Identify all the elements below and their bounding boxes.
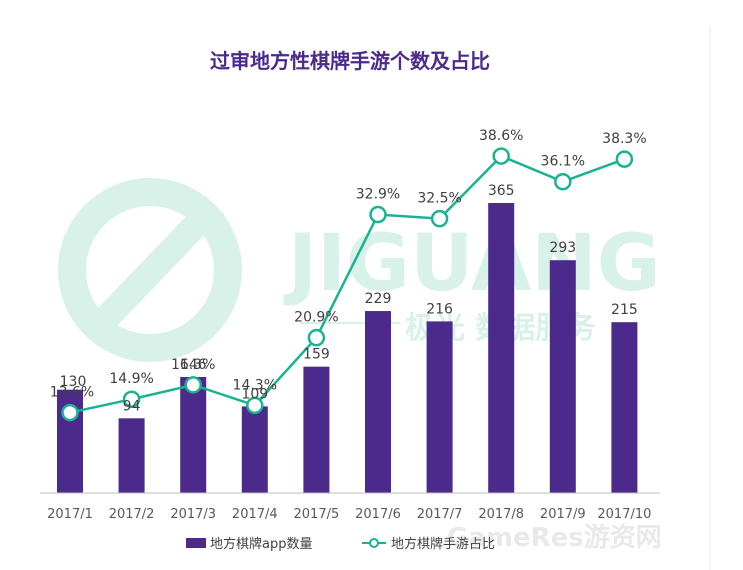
watermark-logo	[58, 178, 242, 362]
bar-value-label: 215	[611, 302, 638, 318]
x-tick-label: 2017/9	[540, 507, 586, 522]
bar-value-label: 130	[60, 374, 87, 390]
x-tick-label: 2017/7	[417, 507, 463, 522]
pct-value-label: 36.1%	[541, 154, 585, 170]
bar-value-label: 229	[365, 291, 392, 307]
x-tick-label: 2017/8	[478, 507, 524, 522]
legend-line-marker	[369, 538, 379, 548]
bar	[426, 321, 453, 493]
bars	[57, 203, 638, 493]
ratio-line	[61, 147, 634, 422]
ratio-point	[430, 209, 449, 228]
ratio-point	[369, 205, 387, 224]
ratio-point	[246, 396, 264, 415]
bar-value-label: 365	[488, 183, 515, 199]
pct-value-label: 16.3%	[171, 357, 215, 373]
bar-value-label: 94	[123, 398, 141, 414]
corner-watermark-text: GameRes游资网	[447, 523, 662, 553]
legend-bar-label: 地方棋牌app数量	[210, 536, 312, 552]
pct-value-label: 14.9%	[109, 371, 153, 387]
bar-value-label: 216	[426, 301, 453, 317]
bar	[611, 322, 638, 493]
pct-value-label: 38.6%	[479, 128, 523, 144]
x-tick-label: 2017/5	[294, 507, 340, 522]
bar	[488, 203, 515, 493]
ratio-point	[184, 376, 202, 394]
x-tick-label: 2017/4	[232, 507, 278, 522]
bar-value-label: 159	[303, 347, 330, 363]
ratio-line-path	[69, 154, 625, 414]
bar	[549, 260, 576, 493]
x-tick-label: 2017/10	[597, 507, 651, 522]
bar	[118, 418, 145, 493]
x-tick-label: 2017/2	[109, 507, 155, 522]
pct-value-label: 20.9%	[294, 310, 338, 326]
watermark-logo-ring	[58, 178, 242, 362]
pct-value-label: 14.3%	[233, 377, 277, 393]
pct-value-label: 38.3%	[602, 131, 646, 147]
ratio-point	[492, 147, 510, 165]
legend-bar-swatch	[186, 538, 206, 548]
bar	[180, 377, 207, 493]
watermark-logo-slash	[85, 195, 225, 340]
pct-value-label: 32.5%	[417, 191, 461, 207]
x-tick-label: 2017/1	[47, 507, 93, 522]
watermark-logo-text: JIGUANG	[283, 219, 661, 309]
x-ticks: 2017/1 2017/2 2017/3 2017/4 2017/5 2017/6 2017…	[47, 507, 651, 522]
legend-line-label: 地方棋牌手游占比	[391, 536, 495, 552]
pct-value-label: 13.6%	[50, 385, 94, 401]
x-tick-label: 2017/3	[170, 507, 216, 522]
ratio-point	[615, 150, 634, 168]
chart-title: 过审地方性棋牌手游个数及占比	[210, 49, 490, 73]
bar-value-label: 146	[180, 357, 207, 373]
x-tick-label: 2017/6	[355, 507, 401, 522]
bar	[241, 406, 268, 493]
bar	[303, 366, 330, 493]
legend: 地方棋牌app数量 地方棋牌手游占比	[186, 536, 495, 552]
ratio-point	[122, 390, 141, 408]
ratio-point	[307, 328, 326, 347]
pct-value-label: 32.9%	[356, 187, 400, 203]
ratio-point	[61, 403, 79, 422]
bar-value-label: 109	[241, 386, 268, 402]
bar-value-label: 293	[549, 240, 576, 256]
bar	[365, 311, 391, 493]
data-labels: 130 94 146 109 159 229 216 365 293 215 13.6% 14.9% 1…	[50, 128, 647, 414]
ratio-point	[554, 172, 572, 191]
